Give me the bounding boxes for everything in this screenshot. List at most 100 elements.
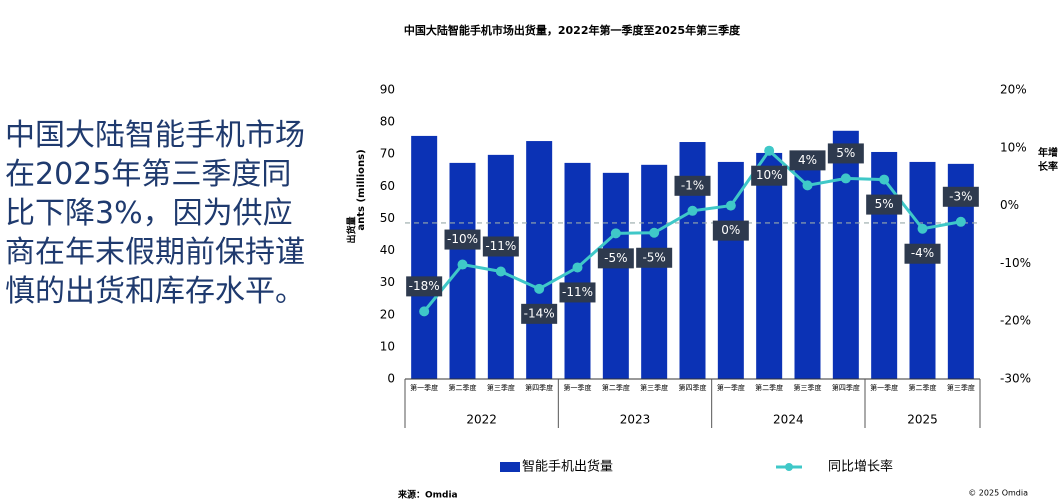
y-tick-label: 40 [380,243,395,257]
point [419,306,430,317]
legend-label: 智能手机出货量 [522,459,613,475]
point [687,205,698,216]
bar [832,130,859,379]
y-tick-label: 90 [380,83,395,97]
data-label-text: -10% [447,232,478,246]
data-label: -10% [444,229,481,250]
bar [871,151,898,379]
point [879,174,890,185]
data-label-text: -11% [485,239,516,253]
panel-text: 中国大陆智能手机市场在2025年第三季度同比下降3%，因为供应商在年末假期前保持… [5,118,305,309]
data-label-box [789,150,826,171]
data-label-box [406,276,443,297]
bar [526,141,553,379]
y2-tick-label: -10% [1000,256,1031,270]
data-label: -11% [559,282,596,303]
data-label-text: -5% [642,250,665,264]
data-label-box [482,236,519,257]
data-label-text: 5% [836,146,855,160]
data-label: 5% [866,194,903,215]
data-label-box [559,282,596,303]
chart-title: 中国大陆智能手机市场出货量，2022年第一季度至2025年第三季度 [404,23,741,37]
y-axis-label-overlay: 出货量 [346,216,358,243]
data-label-text: -14% [524,306,555,320]
data-label-text: -11% [562,285,593,299]
point [495,266,506,277]
x-tick-label: 第三季度 [487,383,515,392]
x-tick-label: 第一季度 [717,383,745,392]
y-tick-label: 30 [380,275,395,289]
legend-swatch [500,462,520,472]
data-label-box [597,248,634,269]
x-group-label: 2023 [620,413,651,427]
bar [717,161,744,379]
source: 来源：Omdia [397,489,458,501]
y-axis-label: ants (millions) [356,149,367,230]
data-label: -14% [521,303,558,324]
data-label-text: 4% [798,153,817,167]
data-label-text: 10% [756,168,783,182]
y-tick-label: 0 [387,372,395,386]
point [534,283,545,294]
y2-tick-label: 10% [1000,140,1027,154]
data-label-box [866,194,903,215]
x-tick-label: 第四季度 [679,383,707,392]
data-label: -5% [636,247,673,268]
data-label-text: -18% [409,279,440,293]
x-tick-label: 第一季度 [564,383,592,392]
bar [641,164,668,379]
data-label: -1% [674,175,711,196]
data-label: -3% [942,186,979,207]
x-tick-label: 第三季度 [794,383,822,392]
data-label-text: -4% [911,246,934,260]
data-label-box [751,165,788,186]
y-tick-label: 20 [380,307,395,321]
y2-tick-label: -20% [1000,314,1031,328]
data-label-box [904,243,941,264]
y2-axis-label: 长率 [1038,160,1058,173]
x-tick-label: 第二季度 [909,383,937,392]
y2-tick-label: 20% [1000,83,1027,97]
x-tick-label: 第二季度 [449,383,477,392]
x-tick-label: 第一季度 [410,383,438,392]
data-label: -18% [406,276,443,297]
data-label-text: -3% [949,189,972,203]
y-tick-label: 70 [380,147,395,161]
legend-swatch [785,463,793,471]
data-label-box [674,175,711,196]
x-group-label: 2022 [466,413,497,427]
data-label-box [521,303,558,324]
x-tick-label: 第三季度 [640,383,668,392]
data-label: 10% [751,165,788,186]
x-group-label: 2024 [773,413,804,427]
data-label-text: 0% [721,223,740,237]
y-tick-label: 60 [380,179,395,193]
point [457,259,468,270]
data-label: -4% [904,243,941,264]
y2-tick-label: -30% [1000,372,1031,386]
data-label-text: -5% [604,251,627,265]
point [649,227,660,238]
copyright: © 2025 Omdia [968,489,1028,498]
data-label-box [942,186,979,207]
data-label: 0% [712,220,749,241]
point [917,223,928,234]
x-tick-label: 第二季度 [755,383,783,392]
data-label-box [827,143,864,164]
x-tick-label: 第二季度 [602,383,630,392]
bar [449,162,476,379]
x-tick-label: 第一季度 [870,383,898,392]
point [955,216,966,227]
y-tick-label: 80 [380,115,395,129]
bar [756,152,783,379]
data-label-text: -1% [681,178,704,192]
y-tick-label: 10 [380,339,395,353]
point [572,262,583,273]
y-tick-label: 50 [380,211,395,225]
legend-label: 同比增长率 [828,459,893,475]
data-label-text: 5% [875,197,894,211]
point [840,173,851,184]
bar [602,172,629,379]
data-label: -5% [597,248,634,269]
bar [411,135,438,379]
